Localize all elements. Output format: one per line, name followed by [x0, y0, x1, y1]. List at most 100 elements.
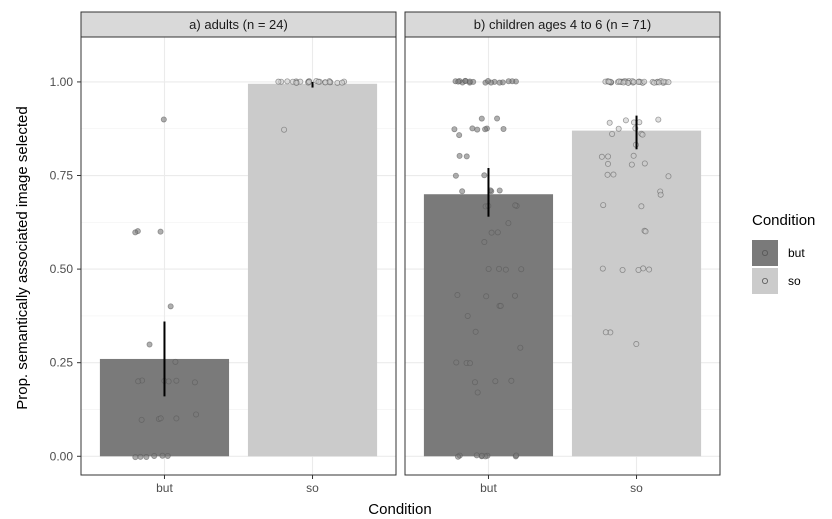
data-point-but [494, 229, 501, 236]
data-point-but [167, 303, 174, 310]
data-point-but [472, 328, 479, 335]
facet-strip [404, 11, 721, 38]
data-point-so [655, 116, 662, 123]
data-point-but [157, 415, 164, 422]
data-point-so [315, 78, 322, 85]
data-point-but [518, 266, 525, 273]
y-tick-label: 1.00 [50, 75, 74, 89]
x-tick-label: but [480, 481, 497, 495]
facet-strip [80, 11, 397, 38]
data-point-so [604, 171, 611, 178]
data-point-but [496, 265, 503, 272]
y-tick-label: 0.75 [50, 169, 74, 183]
data-point-but [505, 78, 512, 85]
data-point-so [638, 203, 645, 210]
data-point-but [456, 152, 463, 159]
data-point-so [605, 153, 612, 160]
x-tick-label: but [156, 481, 173, 495]
data-point-so [615, 125, 622, 132]
data-point-but [485, 78, 492, 85]
data-point-so [610, 171, 617, 178]
data-point-but [469, 125, 476, 132]
data-point-but [481, 172, 488, 179]
data-point-so [628, 161, 635, 168]
y-tick-label: 0.00 [50, 449, 74, 463]
data-point-so [619, 267, 626, 274]
panel-border [404, 36, 721, 476]
data-point-but [172, 358, 179, 365]
data-point-but [452, 172, 459, 179]
data-point-so [660, 78, 667, 85]
data-point-so [609, 130, 616, 137]
data-point-but [482, 126, 489, 133]
data-point-so [665, 79, 672, 86]
data-point-so [665, 173, 672, 180]
data-point-but [456, 132, 463, 139]
data-point-so [600, 202, 607, 209]
data-point-so [635, 266, 642, 273]
data-point-but [459, 188, 466, 195]
bar-but [423, 194, 554, 457]
data-point-so [339, 79, 346, 86]
data-point-so [641, 78, 648, 85]
data-point-so [630, 78, 637, 85]
facet-panel-adults: a) adults (n = 24) but so [80, 11, 397, 495]
x-axis-title: Condition [368, 501, 431, 518]
data-point-but [135, 378, 142, 385]
legend-label-but: but [788, 246, 805, 260]
data-point-but [473, 452, 480, 459]
data-point-but [159, 452, 166, 459]
data-point-but [132, 454, 139, 461]
data-point-but [173, 415, 180, 422]
facet-strip-label: a) adults (n = 24) [189, 17, 288, 32]
data-point-but [517, 344, 524, 351]
data-point-so [605, 78, 612, 85]
data-point-but [474, 126, 481, 133]
data-point-but [502, 266, 509, 273]
data-point-so [620, 79, 627, 86]
data-point-but [132, 229, 139, 236]
data-point-so [606, 119, 613, 126]
data-point-so [622, 117, 629, 124]
data-point-but [137, 453, 144, 460]
panel-border [80, 36, 397, 476]
data-point-but [483, 293, 490, 300]
data-point-so [646, 266, 653, 273]
data-point-but [464, 312, 471, 319]
data-point-but [138, 416, 145, 423]
data-point-but [513, 452, 520, 459]
facet-strip-label: b) children ages 4 to 6 (n = 71) [474, 17, 651, 32]
data-point-but [485, 265, 492, 272]
data-point-so [651, 79, 658, 86]
data-point-so [306, 78, 313, 85]
y-tick-label: 0.50 [50, 262, 74, 276]
legend-title: Condition [752, 212, 815, 229]
y-tick-label: 0.25 [50, 356, 74, 370]
x-tick-label: so [306, 481, 319, 495]
data-point-but [160, 116, 167, 123]
x-tick-label: so [630, 481, 643, 495]
data-point-but [146, 341, 153, 348]
data-point-but [474, 389, 481, 396]
data-point-so [284, 78, 291, 85]
data-point-so [633, 341, 640, 348]
legend: Condition but so [752, 212, 815, 294]
data-point-but [455, 453, 462, 460]
data-point-so [599, 265, 606, 272]
data-point-so [281, 126, 288, 133]
data-point-but [143, 454, 150, 461]
legend-items: but so [752, 240, 805, 294]
data-point-but [462, 77, 469, 84]
data-point-but [157, 228, 164, 235]
data-point-but [451, 126, 458, 133]
data-point-but [500, 125, 507, 132]
data-point-so [275, 78, 282, 85]
data-point-but [505, 220, 512, 227]
data-point-but [151, 452, 158, 459]
bar-so [247, 83, 378, 457]
data-point-so [639, 131, 646, 138]
data-point-but [511, 292, 518, 299]
data-point-but [512, 202, 519, 209]
data-point-so [293, 79, 300, 86]
